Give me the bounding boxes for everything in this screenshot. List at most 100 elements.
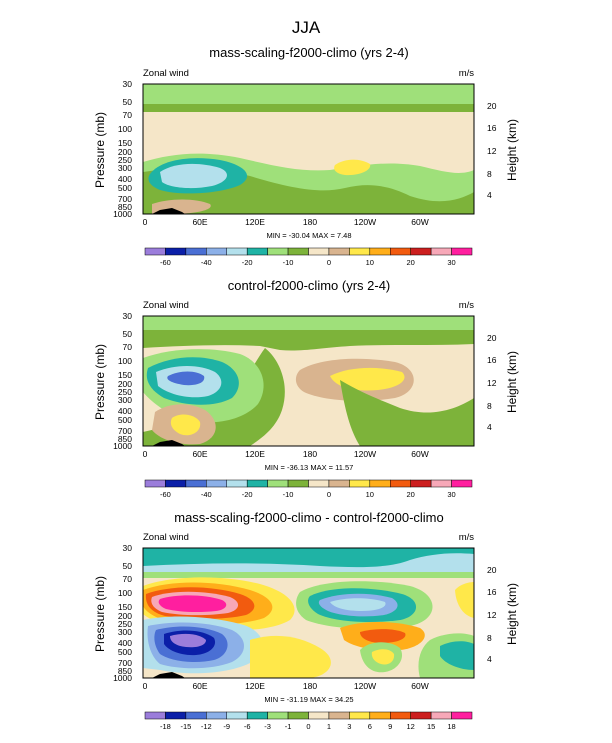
panel-1-xtick: 180 [303, 217, 317, 227]
panel-1-frame [142, 83, 475, 215]
panel-1-ytick: 300 [118, 163, 132, 173]
panel-1-colorbar-label: -20 [242, 258, 253, 267]
panel-2-ylabel-right: Height (km) [505, 351, 519, 413]
panel-1-ytick: 700 [118, 194, 132, 204]
panel-1-field [143, 84, 474, 214]
colorbar-swatch [287, 479, 309, 488]
colorbar-swatch [226, 711, 248, 720]
colorbar-swatch [390, 247, 411, 256]
panel-3-colorbar-label: 18 [447, 722, 455, 731]
panel-3-colorbar-label: 0 [306, 722, 310, 731]
panel-3-ytick: 50 [123, 561, 133, 571]
panel-2-ytick: 200 [118, 379, 132, 389]
panel-1-ytick: 30 [123, 79, 133, 89]
panel-3-ytick: 300 [118, 627, 132, 637]
panel-1-height-tick: 4 [487, 190, 492, 200]
panel-3-height-tick: 8 [487, 633, 492, 643]
colorbar-swatch [226, 247, 248, 256]
panel-1-stats: MIN = -30.04 MAX = 7.48 [266, 231, 351, 240]
panel-3-colorbar-labels: -18 -15 -12 -9 -6 -3 -1 0 1 3 6 9 12 15 … [160, 722, 456, 731]
panel-3-colorbar-label: 12 [407, 722, 415, 731]
colorbar-swatch [328, 479, 350, 488]
panel-2-height-tick: 16 [487, 355, 497, 365]
colorbar-swatch [369, 479, 391, 488]
panel-3-colorbar-label: 9 [388, 722, 392, 731]
panel-3-ytick: 150 [118, 602, 132, 612]
panel-3-xtick: 120W [354, 681, 376, 691]
panel-3-y-ticks: 30 50 70 100 150 200 250 300 400 500 700… [113, 543, 132, 683]
panel-1-xtick: 60E [192, 217, 207, 227]
panel-3-stats: MIN = -31.19 MAX = 34.25 [264, 695, 353, 704]
colorbar-swatch [369, 711, 391, 720]
colorbar-swatch [267, 711, 289, 720]
panel-3-ytick: 500 [118, 647, 132, 657]
colorbar-swatch [185, 247, 207, 256]
panel-2-ylabel: Pressure (mb) [93, 344, 107, 420]
panel-1-ytick: 100 [118, 124, 132, 134]
panel-3-height-tick: 20 [487, 565, 497, 575]
panel-3-neg-low-core [170, 633, 206, 648]
panel-3-ytick: 30 [123, 543, 133, 553]
panel-1-colorbar [144, 247, 473, 256]
panel-3-colorbar-label: 1 [327, 722, 331, 731]
panel-1-xtick: 60W [411, 217, 428, 227]
panel-3-pos-mid-low [250, 635, 331, 678]
panel-2-ytick: 150 [118, 370, 132, 380]
panel-1-colorbar-label: 30 [447, 258, 455, 267]
panel-2-colorbar-label: 30 [447, 490, 455, 499]
panel-3-ytick: 200 [118, 611, 132, 621]
panel-2-xtick: 120E [245, 449, 265, 459]
panel-2-colorbar-label: -20 [242, 490, 253, 499]
colorbar-swatch [206, 247, 227, 256]
colorbar-swatch [451, 247, 473, 256]
panel-2-colorbar-label: -10 [283, 490, 294, 499]
panel-3-colorbar-label: -6 [244, 722, 251, 731]
panel-3-colorbar-label: 3 [347, 722, 351, 731]
panel-3-colorbar-label: 15 [427, 722, 435, 731]
panel-1-y-ticks: 30 50 70 100 150 200 250 300 400 500 700… [113, 79, 132, 219]
panel-2-ytick: 850 [118, 434, 132, 444]
colorbar-swatch [165, 711, 187, 720]
panel-2-ytick: 500 [118, 415, 132, 425]
panel-2-stats: MIN = -36.13 MAX = 11.57 [265, 463, 354, 472]
panel-1-ytick: 1000 [113, 209, 132, 219]
panel-3-colorbar-label: -1 [285, 722, 292, 731]
panel-3-colorbar-label: -18 [160, 722, 171, 731]
panel-1-colorbar-label: 10 [366, 258, 374, 267]
panel-3-topography [152, 672, 185, 678]
panel-2-ytick: 1000 [113, 441, 132, 451]
colorbar-swatch [206, 711, 227, 720]
panel-1-unit-label: m/s [459, 68, 475, 79]
panel-2-colorbar-label: 10 [366, 490, 374, 499]
panel-2-right-ticks: 20 16 12 8 4 [487, 333, 497, 432]
panel-2-topography [152, 440, 185, 446]
panel-3-ytick: 70 [123, 574, 133, 584]
colorbar-swatch [246, 711, 268, 720]
panel-2-ytick: 70 [123, 342, 133, 352]
panel-3-height-tick: 16 [487, 587, 497, 597]
panel-1-ylabel-right: Height (km) [505, 119, 519, 181]
panel-3-x-ticks: 0 60E 120E 180 120W 60W [143, 681, 429, 691]
colorbar-swatch [410, 479, 432, 488]
colorbar-swatch [165, 479, 187, 488]
panel-2-height-tick: 4 [487, 422, 492, 432]
colorbar-swatch [410, 247, 432, 256]
panel-3-height-tick: 12 [487, 610, 497, 620]
panel-2: control-f2000-climo (yrs 2-4) Zonal wind… [93, 278, 519, 499]
panel-2-ytick: 250 [118, 387, 132, 397]
panel-1-title: mass-scaling-f2000-climo (yrs 2-4) [209, 45, 408, 60]
panel-1-westerly-core [334, 159, 371, 176]
colorbar-swatch [267, 479, 289, 488]
panel-3-colorbar-label: -12 [201, 722, 212, 731]
panel-2-colorbar-label: -40 [201, 490, 212, 499]
panel-3-ytick: 850 [118, 666, 132, 676]
panel-1-height-tick: 20 [487, 101, 497, 111]
colorbar-swatch [226, 479, 248, 488]
panel-3-unit-label: m/s [459, 532, 475, 543]
colorbar-swatch [349, 247, 371, 256]
panel-2-left-label: Zonal wind [143, 300, 189, 311]
colorbar-swatch [287, 711, 309, 720]
panel-3-colorbar-label: 6 [368, 722, 372, 731]
panel-2-field [143, 316, 474, 446]
